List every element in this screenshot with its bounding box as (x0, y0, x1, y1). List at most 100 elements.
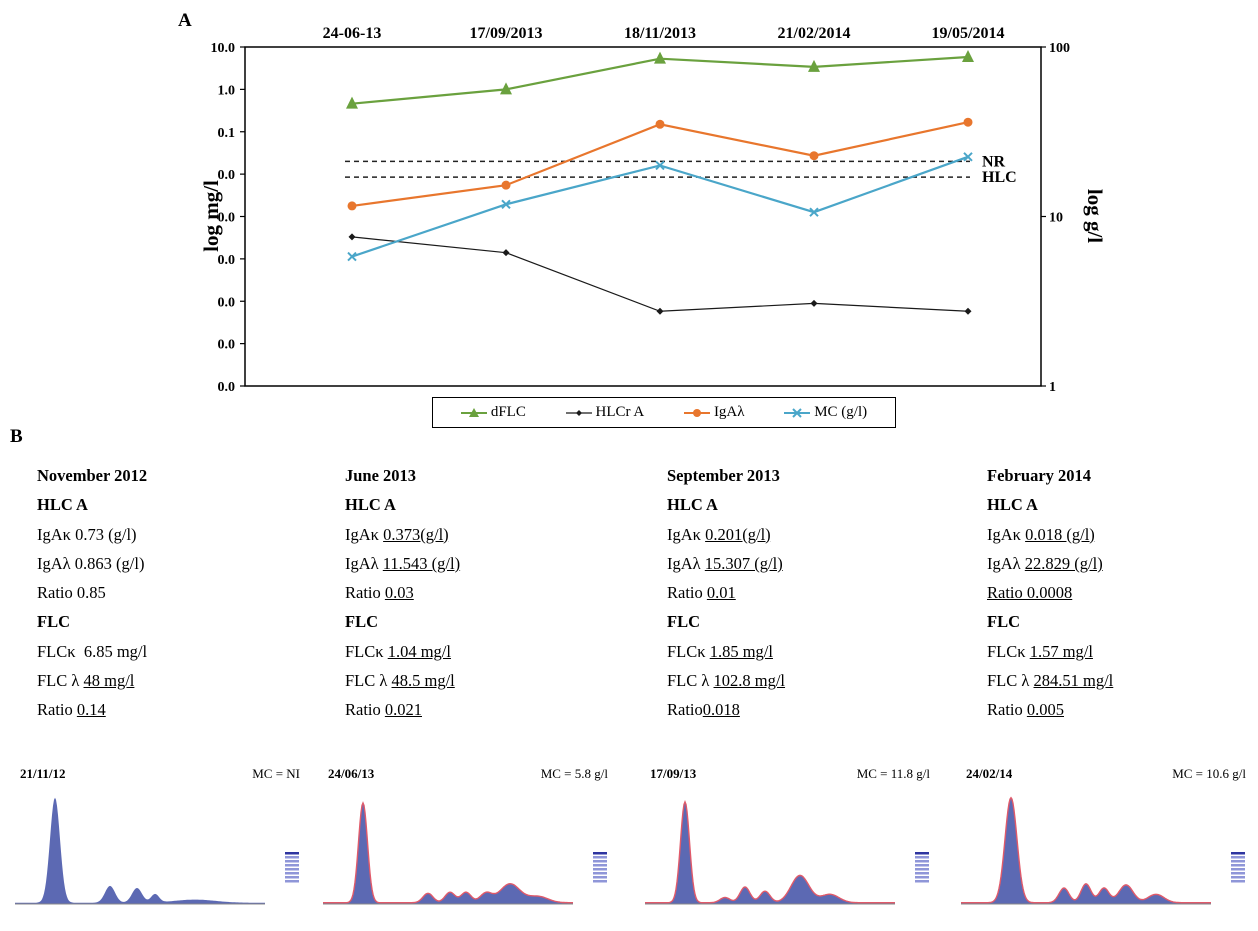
gel-band (915, 856, 929, 859)
flcl-value: 102.8 mg/l (713, 671, 786, 691)
gel-band (1231, 864, 1245, 867)
gel-band (285, 856, 299, 859)
gel-band (915, 860, 929, 863)
panel-b-label: B (10, 426, 23, 447)
igal-value: 22.829 (g/l) (1024, 553, 1103, 573)
igal-value: 11.543 (g/l) (382, 553, 461, 573)
data-point-diamond (348, 233, 356, 241)
flc-ratio-label: Ratio (345, 700, 381, 720)
data-point-triangle (808, 59, 820, 72)
flck-label: FLCκ (667, 641, 706, 661)
gel-band (593, 872, 607, 875)
flck-label: FLCκ (345, 641, 384, 661)
chart-legend: dFLC HLCr A IgAλ MC (g/l) (432, 397, 896, 428)
flc-title: FLC (987, 612, 1020, 632)
data-point-diamond (502, 249, 510, 257)
data-point-triangle (346, 96, 358, 109)
hlc-ratio-label: Ratio (37, 583, 73, 603)
legend-item-igal: IgAλ (683, 404, 745, 421)
gel-band (285, 876, 299, 879)
ep-mc: MC = NI (252, 766, 300, 781)
densitometry-curve (961, 796, 1211, 904)
igak-label: IgAκ (37, 524, 71, 544)
gel-band (593, 868, 607, 871)
gel-band (593, 856, 607, 859)
gel-band (915, 852, 929, 855)
data-point-triangle (500, 82, 512, 95)
igal-value: 15.307 (g/l) (704, 553, 783, 573)
igal-label: IgAλ (37, 553, 71, 573)
flc-ratio-row: Ratio 0.005 (987, 695, 1258, 724)
hlc-ratio-row: Ratio 0.01 (667, 578, 967, 607)
flcl-value: 48 mg/l (83, 671, 135, 691)
left-tick-label: 0.0 (218, 211, 236, 226)
gel-band (593, 880, 607, 883)
igak-value: 0.73 (g/l) (75, 524, 137, 544)
igal-label: IgAλ (987, 553, 1021, 573)
densitometry-fill (961, 797, 1211, 904)
flc-ratio-label: Ratio (987, 700, 1023, 720)
circle-marker-icon (683, 408, 710, 417)
igak-row: IgAκ 0.373(g/l) (345, 520, 645, 549)
period-title: February 2014 (987, 466, 1092, 485)
flck-label: FLCκ (37, 641, 76, 661)
gel-band (593, 860, 607, 863)
x-tick-label: 18/11/2013 (624, 25, 696, 42)
data-point-x (347, 251, 357, 262)
electrophoretogram (961, 796, 1245, 905)
igal-row: IgAλ 11.543 (g/l) (345, 549, 645, 578)
data-point-circle (655, 119, 665, 129)
right-axis-title: log g/l (1083, 189, 1107, 243)
electrophoresis-panel-4: 24/02/14 MC = 10.6 g/l (956, 760, 1256, 920)
ep-mc: MC = 10.6 g/l (1172, 766, 1246, 781)
hlc-ratio-value: 0.85 (76, 583, 106, 603)
hlc-title: HLC A (37, 495, 88, 515)
ep-date: 24/06/13 (328, 766, 375, 781)
data-point-circle (963, 117, 973, 127)
x-marker-icon (784, 407, 811, 418)
hlc-ratio-value: 0.01 (706, 583, 736, 603)
densitometry-curve (323, 801, 573, 904)
hlc-ratio-label: Ratio 0.0008 (987, 583, 1073, 603)
legend-label-igal: IgAλ (713, 404, 745, 420)
panel-a-label: A (178, 10, 192, 31)
gel-band (1231, 876, 1245, 879)
data-point-triangle (962, 50, 974, 63)
flcl-label: FLC λ (345, 671, 388, 691)
flc-ratio-value: 0.018 (702, 700, 740, 720)
gel-band (285, 880, 299, 883)
gel-band (593, 876, 607, 879)
flcl-row: FLC λ 48.5 mg/l (345, 666, 645, 695)
igak-label: IgAκ (667, 524, 701, 544)
gel-band (285, 864, 299, 867)
flck-value: 6.85 mg/l (83, 641, 148, 661)
ep-date: 24/02/14 (966, 766, 1013, 781)
flck-label: FLCκ (987, 641, 1026, 661)
flc-title: FLC (37, 612, 70, 632)
lab-column-sep-2013: September 2013 HLC A IgAκ 0.201(g/l) IgA… (667, 461, 967, 725)
series-line (351, 155, 969, 258)
left-tick-label: 1.0 (218, 83, 236, 98)
left-tick-label: 0.0 (218, 295, 236, 310)
left-tick-label: 0.0 (218, 380, 236, 395)
flcl-row: FLC λ 284.51 mg/l (987, 666, 1258, 695)
igal-value: 0.863 (g/l) (74, 553, 145, 573)
gel-band (915, 872, 929, 875)
flc-ratio-row: Ratio0.018 (667, 695, 967, 724)
igak-row: IgAκ 0.201(g/l) (667, 520, 967, 549)
lab-column-jun-2013: June 2013 HLC A IgAκ 0.373(g/l) IgAλ 11.… (345, 461, 645, 725)
flc-ratio-row: Ratio 0.14 (37, 695, 337, 724)
left-tick-label: 0.0 (218, 253, 236, 268)
gel-band (593, 852, 607, 855)
legend-label-dflc: dFLC (490, 404, 526, 420)
flcl-label: FLC λ (667, 671, 710, 691)
data-point-triangle (654, 51, 666, 64)
left-tick-label: 10.0 (211, 41, 236, 56)
gel-band (285, 868, 299, 871)
right-tick-label: 1 (1049, 380, 1056, 395)
igak-label: IgAκ (345, 524, 379, 544)
flc-ratio-value: 0.14 (76, 700, 106, 720)
data-point-circle (809, 151, 819, 161)
gel-band (915, 864, 929, 867)
legend-item-hlcr: HLCr A (565, 404, 644, 421)
